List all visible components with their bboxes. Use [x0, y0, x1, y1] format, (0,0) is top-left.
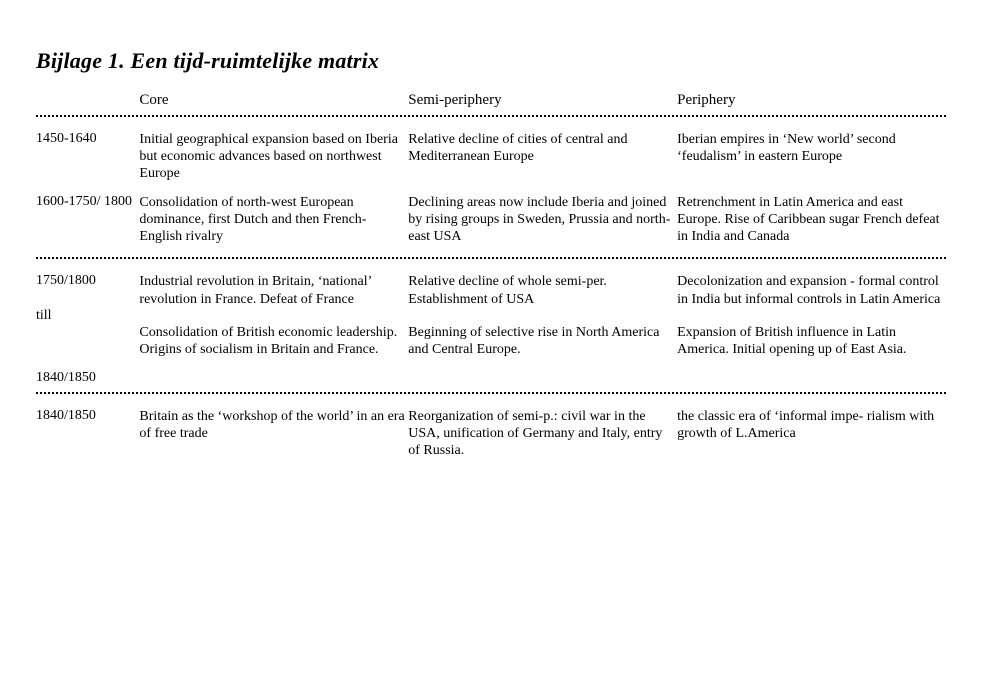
cell-semi: Beginning of selective rise in North Ame… — [408, 324, 677, 358]
table-row: 1840/1850 — [36, 370, 946, 386]
period-label: till — [36, 308, 139, 324]
table-row: 1450-1640 Initial geographical expansion… — [36, 131, 946, 182]
page: Bijlage 1. Een tijd-ruimtelijke matrix C… — [0, 0, 982, 459]
period-label: 1840/1850 — [36, 370, 139, 386]
cell-core: Consolidation of British economic leader… — [139, 324, 408, 358]
cell-peri: Iberian empires in ‘New world’ second ‘f… — [677, 131, 946, 182]
cell-core: Britain as the ‘workshop of the world’ i… — [139, 408, 408, 459]
table-row: 1840/1850 Britain as the ‘workshop of th… — [36, 408, 946, 459]
period-label: 1750/1800 — [36, 273, 139, 307]
cell-core: Initial geographical expansion based on … — [139, 131, 408, 182]
header-semi: Semi-periphery — [408, 92, 677, 109]
cell-semi: Declining areas now include Iberia and j… — [408, 194, 677, 245]
cell-peri: the classic era of ‘informal impe- riali… — [677, 408, 946, 459]
header-core: Core — [139, 92, 408, 109]
cell-semi: Relative decline of cities of central an… — [408, 131, 677, 182]
cell-core: Industrial revolution in Britain, ‘natio… — [139, 273, 408, 307]
matrix-table: Core Semi-periphery Periphery 1450-1640 … — [36, 92, 946, 459]
table-row: Consolidation of British economic leader… — [36, 324, 946, 358]
page-title: Bijlage 1. Een tijd-ruimtelijke matrix — [36, 48, 946, 74]
header-peri: Periphery — [677, 92, 946, 109]
table-row: till — [36, 308, 946, 324]
cell-peri: Expansion of British influence in Latin … — [677, 324, 946, 358]
table-row: 1600-1750/ 1800 Consolidation of north-w… — [36, 194, 946, 245]
cell-core: Consolidation of north-west European dom… — [139, 194, 408, 245]
period-label: 1840/1850 — [36, 408, 139, 459]
table-header-row: Core Semi-periphery Periphery — [36, 92, 946, 109]
table-row: 1750/1800 Industrial revolution in Brita… — [36, 273, 946, 307]
period-label: 1600-1750/ 1800 — [36, 194, 139, 245]
cell-semi: Relative decline of whole semi-per. Esta… — [408, 273, 677, 307]
period-label: 1450-1640 — [36, 131, 139, 182]
divider — [36, 386, 946, 402]
divider — [36, 109, 946, 125]
cell-peri: Retrenchment in Latin America and east E… — [677, 194, 946, 245]
cell-semi: Reorganization of semi-p.: civil war in … — [408, 408, 677, 459]
cell-peri: Decolonization and expansion - formal co… — [677, 273, 946, 307]
divider — [36, 251, 946, 267]
